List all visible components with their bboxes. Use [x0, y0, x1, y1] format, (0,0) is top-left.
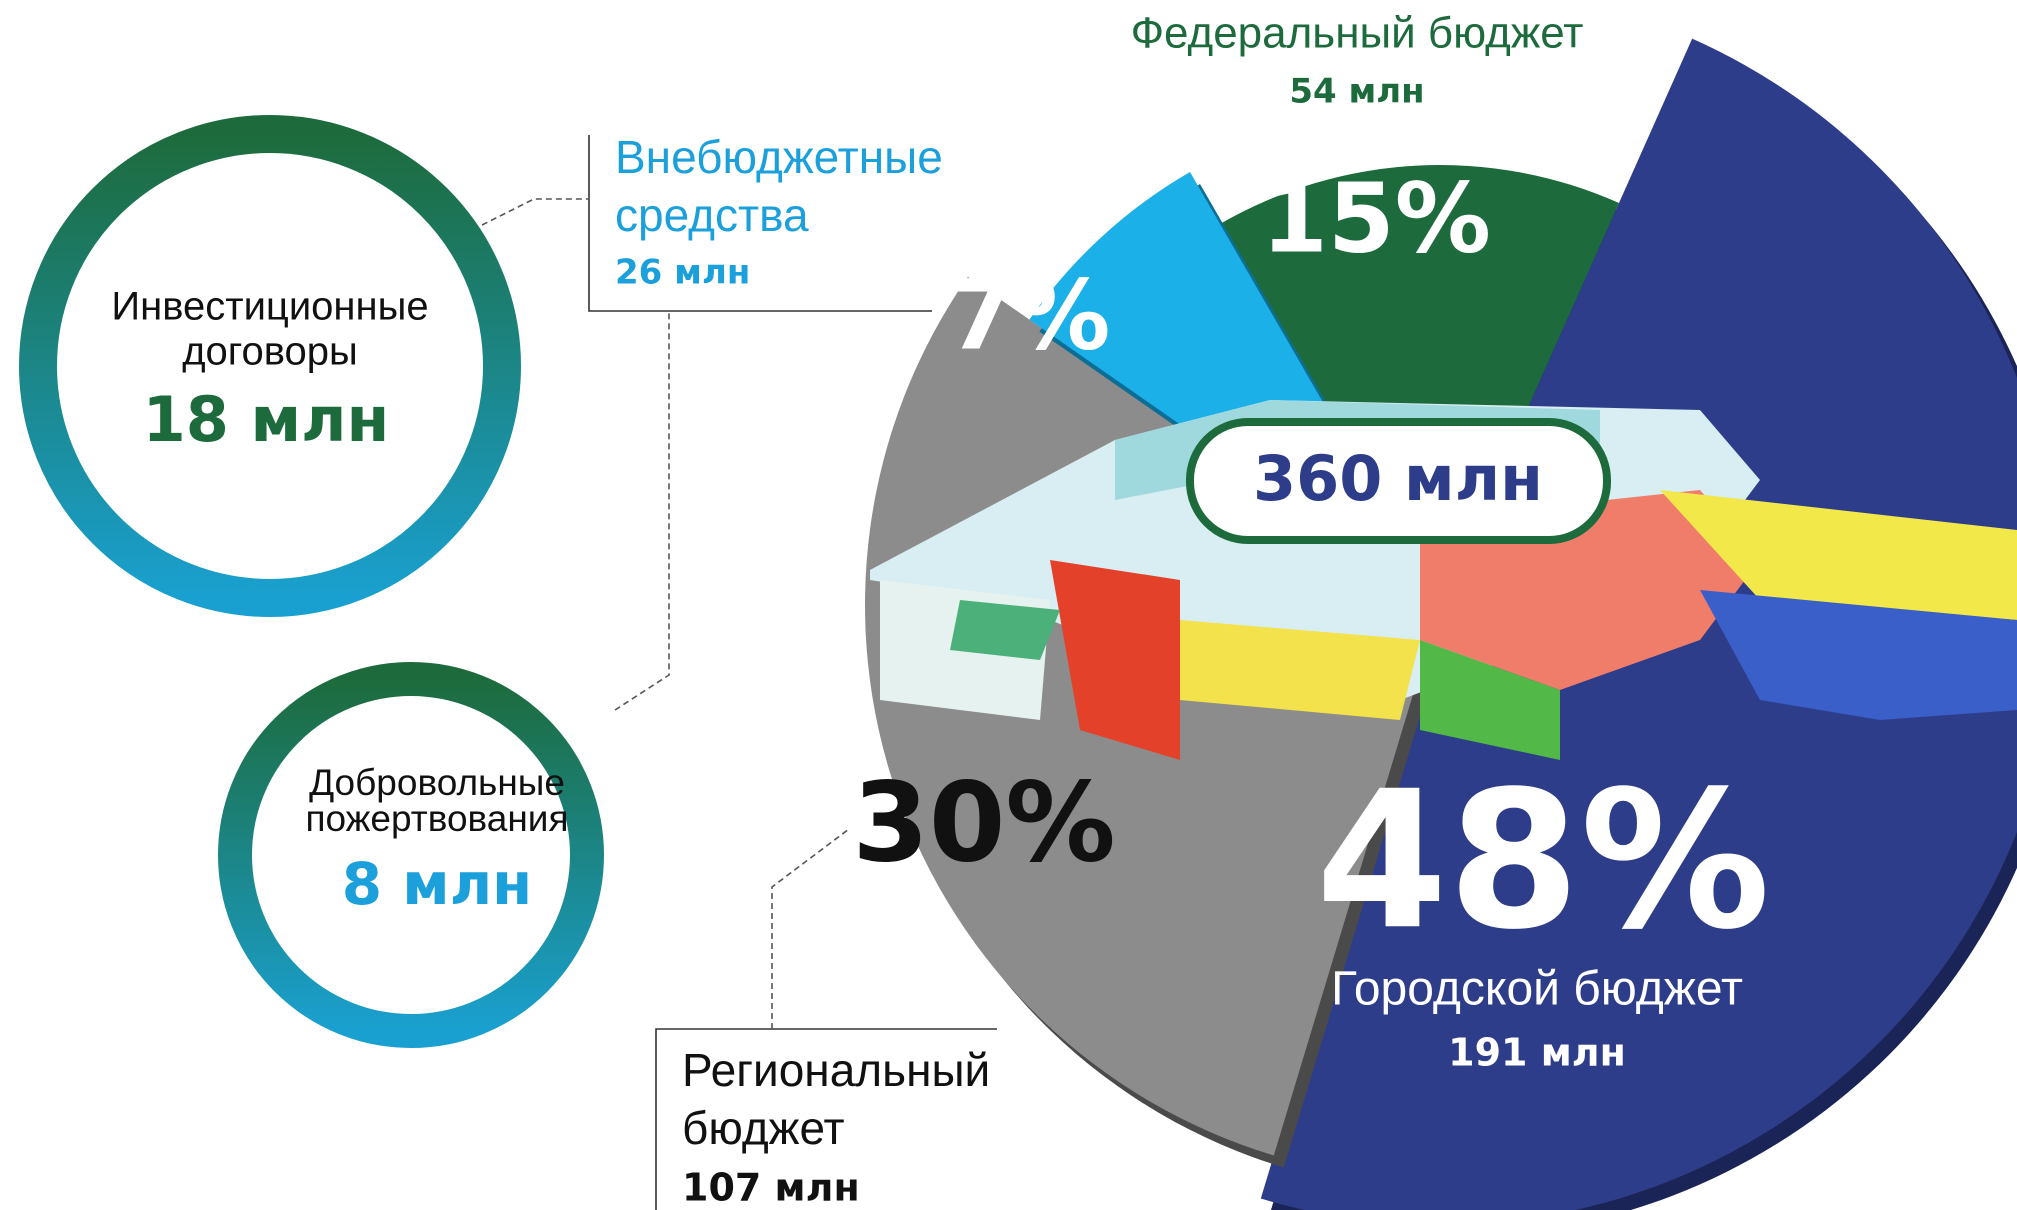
connector: [482, 199, 589, 225]
infographic: 15% 7% Инвестиционные договоры 18 млн Доб…: [0, 0, 2017, 1210]
percent-label: 48%: [1316, 750, 1771, 971]
category-label: средства: [615, 189, 809, 241]
percent-label: 7%: [948, 259, 1111, 371]
amount-label: 54 млн: [1289, 72, 1424, 112]
total-label: 360 млн: [1253, 442, 1543, 515]
amount-label: 107 млн: [682, 1166, 860, 1210]
connector: [615, 311, 669, 710]
category-label: Региональный: [682, 1044, 990, 1096]
circle-label: пожертвования: [305, 798, 568, 839]
circle-label: Инвестиционные: [111, 285, 428, 329]
category-label: бюджет: [682, 1102, 845, 1154]
percent-label: 15%: [1261, 162, 1491, 274]
connector: [772, 829, 849, 1029]
percent-label: 30%: [852, 758, 1115, 886]
amount-label: 26 млн: [615, 253, 750, 293]
category-label: Федеральный бюджет: [1131, 9, 1584, 58]
circle-amount: 8 млн: [342, 850, 533, 918]
amount-label: 191 млн: [1448, 1031, 1626, 1075]
circle-amount: 18 млн: [143, 383, 390, 456]
category-label: Внебюджетные: [615, 131, 943, 183]
category-label: Городской бюджет: [1331, 963, 1743, 1016]
circle-label: договоры: [182, 330, 358, 374]
circle-label: Добровольные: [309, 762, 565, 803]
